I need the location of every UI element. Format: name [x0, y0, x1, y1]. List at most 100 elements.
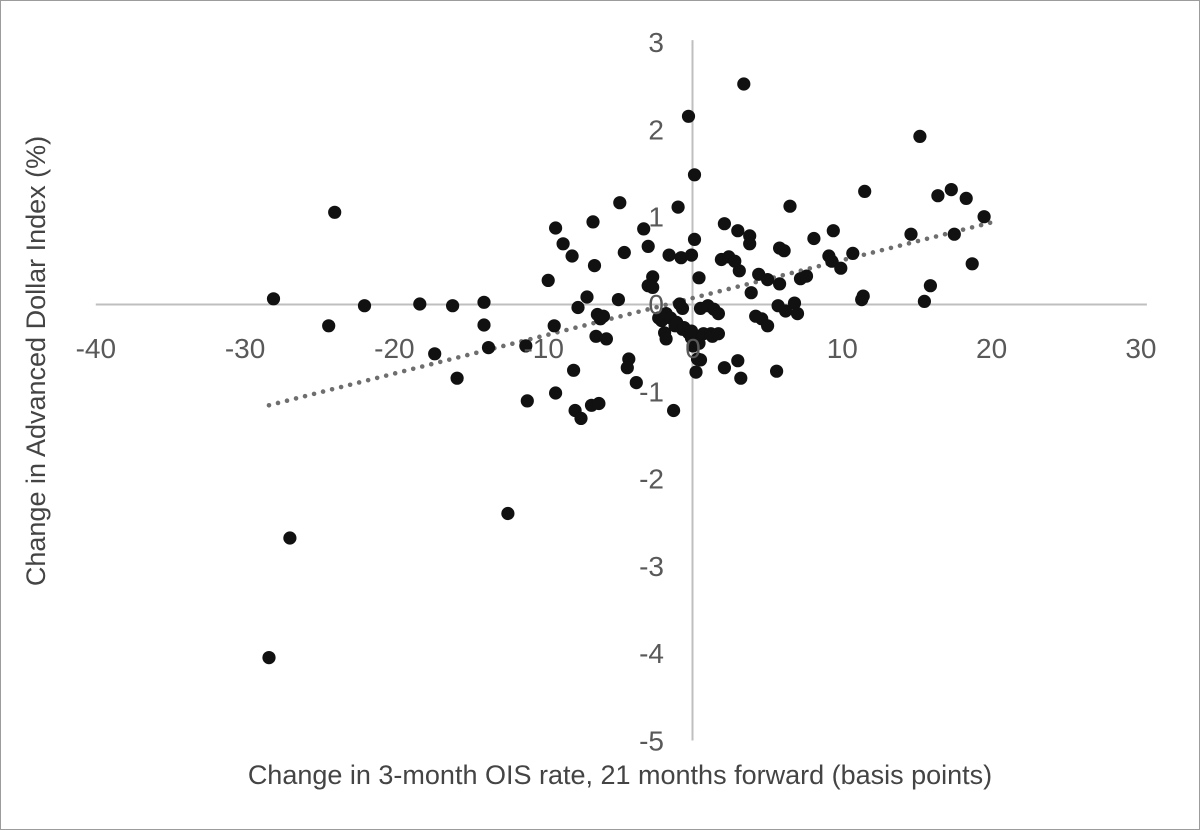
- trend-dot: [942, 231, 948, 237]
- trend-dot: [906, 241, 912, 246]
- scatter-point: [477, 295, 491, 309]
- scatter-point: [501, 506, 515, 521]
- x-tick-label: 30: [1125, 333, 1156, 364]
- scatter-point: [620, 361, 634, 375]
- trend-dot: [987, 220, 993, 226]
- trend-dot: [654, 304, 659, 310]
- trend-dot: [347, 382, 353, 388]
- scatter-point: [446, 299, 460, 313]
- scatter-point: [571, 300, 585, 315]
- trend-dot: [609, 316, 614, 321]
- scatter-point: [856, 289, 870, 303]
- trend-dot: [978, 222, 984, 228]
- trend-dot: [501, 343, 506, 349]
- scatter-point: [574, 411, 588, 425]
- scatter-point: [846, 246, 860, 260]
- scatter-point: [641, 239, 655, 253]
- y-tick-label: -2: [639, 464, 664, 495]
- scatter-point: [826, 224, 840, 238]
- scatter-point: [357, 299, 372, 313]
- scatter-point: [770, 364, 784, 378]
- trend-dot: [446, 357, 452, 362]
- scatter-point: [807, 231, 821, 246]
- trend-dot: [293, 396, 299, 401]
- trend-dot: [618, 314, 623, 319]
- trend-dot: [510, 341, 515, 346]
- scatter-point: [834, 261, 848, 275]
- trend-dot: [365, 377, 371, 383]
- scatter-point: [687, 232, 702, 246]
- y-tick-label: 3: [648, 27, 664, 58]
- scatter-point: [667, 403, 681, 418]
- y-tick-label: 2: [648, 114, 664, 145]
- trend-dot: [960, 227, 966, 232]
- scatter-point: [629, 376, 643, 390]
- scatter-point: [711, 327, 726, 341]
- scatter-point: [659, 332, 673, 346]
- trend-dot: [645, 307, 650, 312]
- trend-dot: [564, 327, 569, 333]
- trend-dot: [320, 389, 326, 394]
- trend-dot: [897, 243, 903, 248]
- trend-dot: [843, 257, 849, 262]
- scatter-point: [858, 184, 872, 198]
- scatter-point: [520, 394, 534, 408]
- scatter-point: [674, 251, 688, 265]
- scatter-point: [646, 280, 660, 294]
- trend-dot: [374, 375, 380, 381]
- scatter-point: [556, 237, 570, 251]
- trend-dot: [717, 288, 722, 294]
- scatter-point: [777, 244, 791, 258]
- scatter-point: [592, 396, 606, 411]
- trend-dot: [861, 252, 867, 258]
- trend-dot: [735, 284, 741, 289]
- scatter-point: [773, 277, 787, 291]
- y-tick-label: -4: [639, 638, 664, 669]
- scatter-point: [266, 292, 281, 306]
- y-tick-label: 0: [648, 289, 664, 320]
- trend-dot: [546, 332, 551, 337]
- scatter-point: [541, 273, 555, 287]
- trend-dot: [284, 398, 290, 404]
- trend-dot: [870, 250, 876, 255]
- axes-layer: [95, 40, 1147, 741]
- trend-dot: [888, 245, 894, 251]
- scatter-point: [783, 199, 797, 213]
- scatter-point: [744, 286, 758, 300]
- trendline: [266, 220, 993, 408]
- y-axis-title: Change in Advanced Dollar Index (%): [21, 136, 51, 586]
- trend-dot: [474, 350, 479, 356]
- scatter-point: [549, 221, 563, 235]
- x-tick-label: -30: [225, 333, 265, 364]
- trend-dot: [356, 380, 362, 385]
- scatter-point: [565, 249, 579, 263]
- trend-dot: [311, 391, 317, 397]
- scatter-points: [262, 77, 991, 665]
- scatter-point: [904, 227, 918, 241]
- scatter-point: [450, 371, 464, 385]
- scatter-point: [965, 257, 979, 271]
- scatter-point: [428, 347, 442, 361]
- scatter-point: [779, 304, 793, 318]
- scatter-point: [549, 386, 563, 400]
- scatter-point: [547, 319, 561, 333]
- trend-dot: [726, 286, 732, 292]
- trend-dot: [537, 334, 542, 340]
- scatter-point: [262, 651, 276, 665]
- scatter-point: [671, 200, 685, 214]
- trend-dot: [392, 371, 398, 376]
- trend-dot: [933, 234, 939, 239]
- x-tick-label: -20: [374, 333, 414, 364]
- trend-dot: [789, 270, 795, 276]
- scatter-point: [917, 294, 932, 308]
- x-tick-label: -40: [76, 333, 116, 364]
- scatter-point: [617, 245, 631, 260]
- y-tick-label: -5: [639, 726, 664, 757]
- trend-dot: [969, 225, 975, 230]
- scatter-point: [731, 354, 745, 368]
- scatter-point: [684, 248, 699, 262]
- trend-dot: [302, 393, 308, 399]
- trend-dot: [924, 236, 930, 242]
